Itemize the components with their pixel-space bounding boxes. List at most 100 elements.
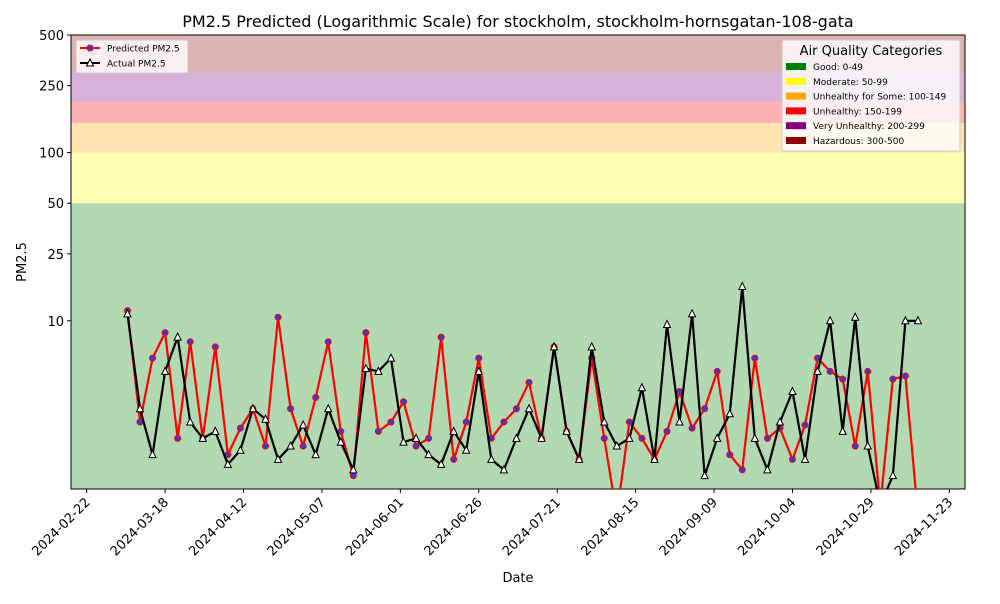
- y-tick-label: 50: [47, 197, 64, 212]
- marker: [638, 434, 646, 442]
- marker: [512, 433, 521, 442]
- marker: [838, 426, 847, 435]
- marker: [161, 329, 169, 337]
- marker: [399, 436, 408, 446]
- x-tick-label: 2024-05-07: [265, 495, 329, 559]
- marker: [599, 416, 609, 426]
- marker: [676, 387, 684, 395]
- x-tick-label: 2024-02-22: [29, 495, 93, 559]
- legend-swatch: [786, 63, 806, 70]
- marker: [813, 366, 822, 375]
- marker: [915, 512, 921, 518]
- marker: [236, 445, 245, 454]
- marker: [287, 405, 295, 413]
- marker: [387, 418, 395, 426]
- marker: [374, 366, 383, 375]
- y-tick-label: 100: [39, 147, 64, 162]
- marker: [625, 418, 633, 426]
- marker: [185, 416, 195, 426]
- marker: [437, 333, 445, 341]
- marker: [525, 378, 533, 386]
- marker: [675, 416, 684, 426]
- marker: [726, 451, 734, 459]
- y-tick-label: 10: [47, 315, 64, 330]
- marker: [574, 454, 584, 463]
- marker: [663, 427, 671, 435]
- marker: [737, 281, 747, 290]
- marker: [223, 459, 233, 468]
- marker: [688, 424, 696, 432]
- marker: [186, 338, 194, 346]
- marker: [549, 341, 559, 351]
- marker: [198, 433, 208, 442]
- marker: [877, 502, 883, 508]
- marker: [751, 354, 759, 362]
- legend-box: [75, 39, 189, 74]
- marker: [123, 308, 132, 318]
- y-axis-label: PM2.5: [15, 242, 30, 282]
- marker: [211, 343, 219, 351]
- marker: [160, 366, 170, 375]
- legend-label: Hazardous: 300-500: [813, 137, 904, 147]
- marker: [474, 366, 484, 375]
- marker: [801, 421, 809, 429]
- legend-swatch: [786, 92, 806, 100]
- x-tick-label: 2024-06-01: [343, 495, 407, 559]
- marker: [600, 434, 608, 442]
- marker: [323, 403, 333, 413]
- x-axis-label: Date: [502, 571, 533, 586]
- x-tick-label: 2024-03-18: [108, 495, 172, 559]
- marker: [889, 375, 897, 383]
- marker: [901, 315, 910, 325]
- marker: [864, 367, 872, 375]
- marker: [425, 434, 433, 442]
- marker: [863, 440, 873, 450]
- marker: [901, 372, 909, 380]
- marker: [738, 466, 746, 474]
- marker: [537, 433, 546, 442]
- legend-label: Very Unhealthy: 200-299: [813, 122, 925, 132]
- legend-label: Unhealthy: 150-199: [813, 107, 902, 117]
- marker: [662, 319, 672, 329]
- series-line: [126, 286, 918, 489]
- marker: [701, 405, 709, 413]
- marker: [775, 416, 785, 426]
- marker: [839, 375, 847, 383]
- legend-marker: [86, 44, 94, 52]
- marker: [236, 424, 244, 432]
- x-tick-label: 2024-04-12: [186, 495, 250, 559]
- marker: [500, 418, 508, 426]
- x-tick-label: 2024-08-15: [578, 495, 642, 559]
- chart-title: PM2.5 Predicted (Logarithmic Scale) for …: [182, 12, 853, 31]
- y-tick-label: 25: [47, 248, 64, 263]
- marker: [913, 315, 923, 325]
- marker: [877, 501, 884, 508]
- marker: [349, 464, 358, 474]
- marker: [299, 442, 307, 450]
- marker: [499, 464, 509, 474]
- marker: [411, 433, 421, 442]
- legend-label: Actual PM2.5: [107, 60, 166, 70]
- marker: [800, 454, 810, 463]
- marker: [174, 434, 182, 442]
- marker: [725, 408, 735, 418]
- plot-area: [123, 281, 923, 518]
- marker: [261, 414, 270, 423]
- marker: [374, 427, 382, 435]
- marker: [650, 454, 659, 463]
- marker: [826, 367, 834, 375]
- marker: [349, 472, 357, 480]
- legend-box: [781, 39, 961, 152]
- marker: [562, 426, 571, 435]
- marker: [712, 433, 722, 442]
- marker: [149, 354, 157, 362]
- marker: [248, 403, 258, 413]
- marker: [286, 440, 295, 450]
- x-tick-label: 2024-10-04: [735, 495, 799, 559]
- x-tick-label: 2024-06-26: [422, 495, 486, 559]
- marker: [210, 426, 220, 435]
- marker: [612, 440, 622, 450]
- legend-title: Air Quality Categories: [800, 44, 943, 59]
- marker: [298, 419, 308, 429]
